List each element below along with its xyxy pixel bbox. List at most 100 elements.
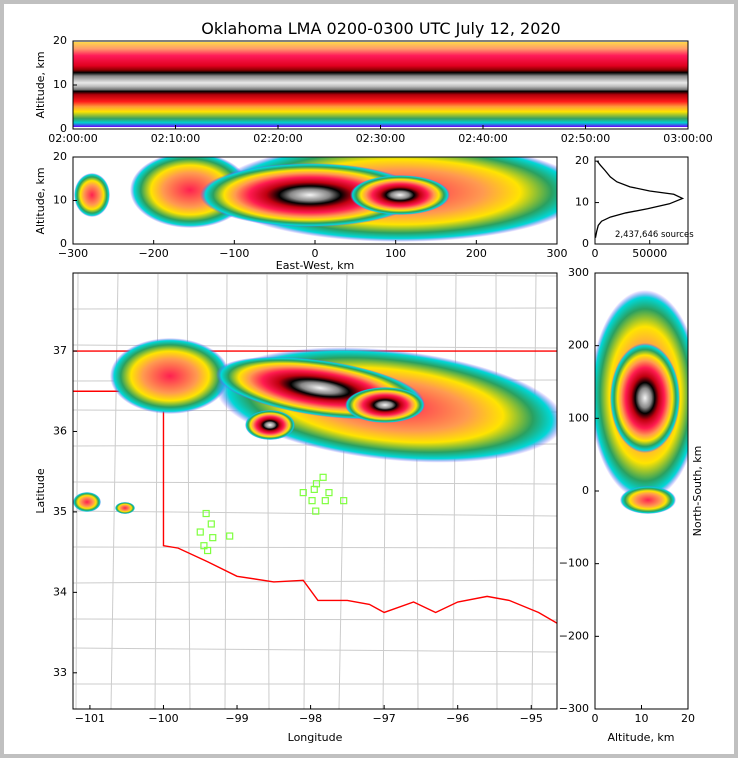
county-line	[495, 273, 498, 709]
y-tick-label: 34	[53, 585, 67, 598]
map-axes	[72, 272, 558, 710]
y-tick-label: 37	[53, 344, 67, 357]
source-count: 2,437,646 sources	[615, 230, 694, 240]
y-tick-label: −300	[559, 702, 589, 715]
x-tick-label: 0	[312, 247, 319, 260]
station-marker	[209, 534, 217, 542]
station-marker	[319, 473, 327, 481]
x-tick-label: 0	[592, 712, 599, 725]
y-tick-label: 36	[53, 424, 67, 437]
county-line	[73, 618, 557, 621]
county-line	[73, 481, 557, 485]
map-density	[73, 338, 557, 514]
x-tick-label: −200	[139, 247, 169, 260]
county-line	[452, 273, 457, 709]
y-tick-label: 35	[53, 505, 67, 518]
x-tick-label: 100	[385, 247, 406, 260]
x-tick-label: 50000	[632, 247, 667, 260]
x-tick-label: −300	[58, 247, 88, 260]
x-tick-label: 02:50:00	[561, 132, 610, 145]
east-west-panel: −300 −200 −100 0 100 200 300 0 10 20 East-West, k…	[34, 150, 568, 272]
county-line	[531, 273, 537, 709]
x-tick-label: −95	[520, 712, 543, 725]
station-marker	[196, 528, 204, 536]
map-density-core3	[345, 387, 425, 423]
ns-density-core	[610, 343, 680, 453]
x-tick-label: 20	[681, 712, 695, 725]
map-density-nw	[110, 338, 230, 414]
station-marker	[204, 546, 212, 555]
x-tick-label: 0	[592, 247, 599, 260]
y-tick-label: 20	[53, 34, 67, 47]
histogram-curve	[594, 160, 685, 238]
county-line	[75, 273, 79, 709]
station-marker	[321, 497, 329, 505]
x-tick-label: −100	[219, 247, 249, 260]
county-line	[303, 273, 308, 709]
time-altitude-panel: 02:00:00 02:10:00 02:20:00 02:30:00 02:40:00…	[34, 34, 713, 145]
altitude-histogram-panel: 0 50000 0 10 20 2,437,646 sources	[575, 154, 694, 260]
y-tick-label: 33	[53, 666, 67, 679]
x-tick-label: 02:10:00	[151, 132, 200, 145]
map-density-core2	[245, 410, 295, 440]
station-marker	[202, 509, 210, 518]
x-tick-label: −100	[148, 712, 178, 725]
histogram-axes	[594, 156, 689, 245]
x-tick-label: 03:00:00	[663, 132, 712, 145]
y-tick-label: 0	[60, 237, 67, 250]
county-line	[382, 273, 388, 709]
x-tick-label: 02:20:00	[253, 132, 302, 145]
figure-title: Oklahoma LMA 0200-0300 UTC July 12, 2020	[201, 19, 560, 38]
x-tick-label: 300	[547, 247, 568, 260]
station-marker	[226, 532, 234, 540]
y-tick-label: 20	[575, 154, 589, 167]
ns-xlabel: Altitude, km	[607, 731, 674, 744]
ns-density-south	[620, 486, 676, 514]
ew-density-core	[200, 163, 420, 227]
x-tick-label: 02:00:00	[48, 132, 97, 145]
county-line	[73, 579, 557, 584]
x-tick-label: −96	[446, 712, 469, 725]
county-line	[415, 273, 419, 709]
x-tick-label: 10	[635, 712, 649, 725]
station-marker	[299, 489, 307, 497]
county-line	[73, 546, 557, 549]
y-tick-label: −200	[559, 629, 589, 642]
x-tick-label: −98	[299, 712, 322, 725]
county-line	[266, 273, 270, 709]
station-marker	[310, 485, 318, 493]
lma-stations	[196, 473, 348, 555]
county-line	[338, 273, 348, 709]
y-tick-label: 20	[53, 150, 67, 163]
station-marker	[325, 489, 333, 497]
y-tick-label: 10	[575, 196, 589, 209]
east-west-ylabel: Altitude, km	[34, 167, 47, 234]
county-line	[73, 510, 557, 517]
plan-view-panel: −101 −100 −99 −98 −97 −96 −95 33 34 35 36 37 Longit…	[34, 272, 558, 744]
time-altitude-density	[73, 42, 688, 127]
time-altitude-ylabel: Altitude, km	[34, 51, 47, 118]
y-tick-label: 200	[568, 339, 589, 352]
map-xlabel: Longitude	[288, 731, 343, 744]
map-density-west	[73, 492, 101, 512]
ns-ylabel: North-South, km	[691, 446, 704, 537]
y-tick-label: 10	[53, 194, 67, 207]
station-marker	[207, 520, 215, 528]
station-marker	[312, 507, 320, 515]
east-west-xlabel: East-West, km	[276, 259, 354, 272]
y-tick-label: 300	[568, 266, 589, 279]
x-tick-label: −97	[373, 712, 396, 725]
station-marker	[200, 542, 208, 550]
map-density-west2	[115, 502, 135, 514]
ew-density-west	[74, 173, 110, 217]
oklahoma-border	[73, 350, 557, 625]
county-line	[73, 307, 557, 310]
y-tick-label: 100	[568, 411, 589, 424]
station-marker	[340, 497, 348, 505]
y-tick-label: 0	[60, 122, 67, 135]
north-south-panel: 0 10 20 −300 −200 −100 0 100 200 300 Altitude, km…	[559, 266, 704, 744]
x-tick-label: −101	[75, 712, 105, 725]
y-tick-label: 10	[53, 78, 67, 91]
